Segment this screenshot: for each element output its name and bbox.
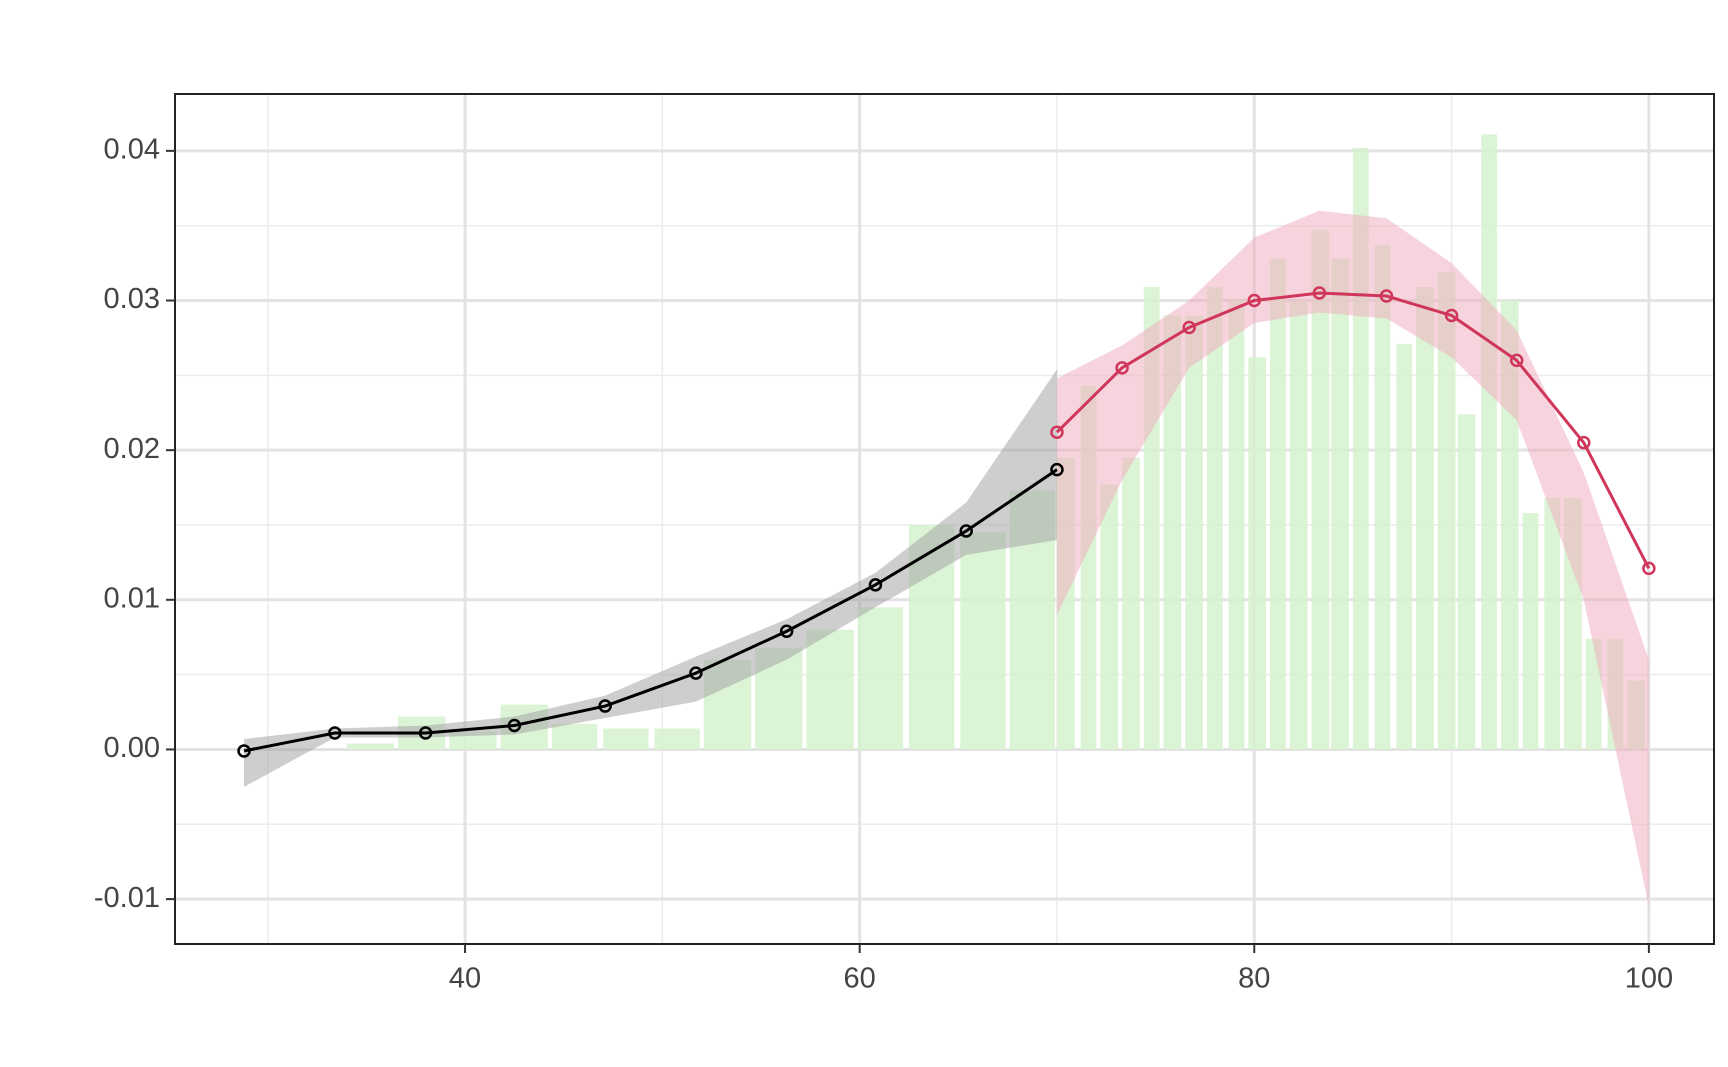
confidence-band [244, 369, 1057, 787]
histogram-bar [1396, 343, 1413, 750]
y-tick-label: 0.03 [104, 283, 160, 315]
y-tick-label: -0.01 [94, 882, 160, 914]
confidence-band [1056, 210, 1649, 907]
point [689, 666, 703, 680]
histogram-bar [1122, 457, 1140, 750]
histogram-bar [1437, 272, 1456, 750]
point [868, 578, 883, 592]
histogram-bar [1416, 287, 1434, 750]
point [1312, 286, 1327, 300]
x-tick-label: 60 [844, 963, 876, 995]
point [328, 726, 342, 740]
histogram-bar [551, 724, 598, 750]
point [1379, 289, 1394, 303]
point [1444, 308, 1459, 323]
histogram-bar [1270, 258, 1286, 750]
point [1509, 353, 1524, 368]
point [237, 744, 251, 758]
histogram-bar [1228, 300, 1245, 750]
point [1247, 293, 1262, 308]
point [507, 718, 522, 733]
histogram-bar [1522, 513, 1539, 750]
histogram-bar [1311, 230, 1330, 750]
x-tick-label: 100 [1625, 963, 1673, 995]
y-tick-label: 0.01 [104, 582, 160, 614]
histogram-bar [1163, 315, 1182, 750]
point [418, 726, 433, 740]
histogram-bar [1481, 134, 1497, 750]
x-tick-label: 80 [1238, 963, 1270, 995]
histogram-bar [1585, 638, 1602, 750]
y-tick-label: 0.02 [104, 433, 160, 465]
histogram-bar [1185, 315, 1203, 750]
point [598, 699, 612, 713]
histogram-bar [346, 743, 395, 750]
point [779, 624, 794, 638]
panel-border [174, 93, 1715, 945]
line [1055, 291, 1651, 570]
histogram-bar [1100, 484, 1119, 750]
y-tick-label: 0.04 [104, 134, 160, 166]
histogram-bar [1206, 287, 1223, 750]
point [959, 524, 973, 538]
histogram-bar [806, 629, 854, 750]
histogram-bar [654, 728, 700, 750]
point [1115, 361, 1129, 375]
point [1642, 561, 1656, 576]
point [1182, 320, 1196, 335]
histogram-bar [1457, 414, 1476, 750]
point [1577, 435, 1591, 450]
line [243, 468, 1058, 753]
histogram-bar [1331, 258, 1349, 750]
point [1050, 425, 1064, 439]
histogram-bar [603, 728, 649, 750]
histogram-bar [1544, 498, 1561, 750]
point [1050, 462, 1064, 477]
histogram-bar [857, 607, 904, 750]
x-tick-label: 40 [449, 963, 481, 995]
histogram-bar [1374, 245, 1391, 750]
histogram-bar [1248, 357, 1267, 750]
y-tick-label: 0.00 [104, 732, 160, 764]
histogram-bar [960, 532, 1006, 750]
histogram-bar [1289, 300, 1308, 750]
